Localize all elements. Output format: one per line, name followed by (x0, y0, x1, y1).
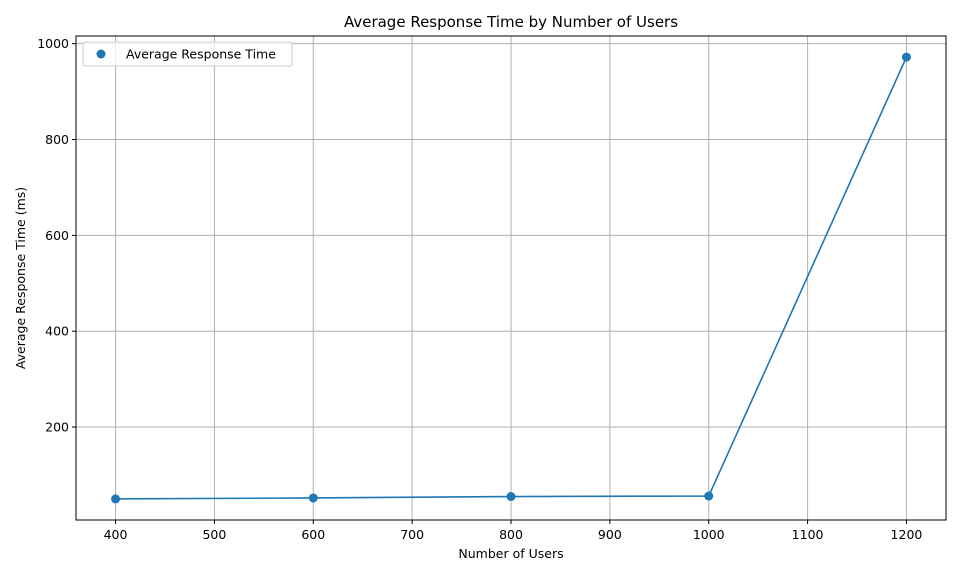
legend-entry-label: Average Response Time (126, 47, 276, 62)
x-tick-label: 1200 (891, 527, 923, 542)
series-layer (111, 52, 911, 504)
x-tick-label: 1100 (792, 527, 824, 542)
y-axis-label: Average Response Time (ms) (13, 187, 28, 369)
data-point (111, 494, 121, 504)
x-tick-label: 1000 (693, 527, 725, 542)
x-tick-label: 700 (400, 527, 424, 542)
y-tick-label: 600 (45, 228, 69, 243)
legend: Average Response Time (82, 41, 293, 67)
x-tick-label: 800 (499, 527, 523, 542)
x-tick-label: 900 (598, 527, 622, 542)
y-tick-label: 1000 (37, 36, 69, 51)
x-tick-label: 600 (301, 527, 325, 542)
y-tick-label: 800 (45, 132, 69, 147)
data-point (308, 493, 318, 503)
chart-title: Average Response Time by Number of Users (344, 13, 678, 31)
x-axis-label: Number of Users (458, 546, 563, 561)
x-axis-ticks: 400 500 600 700 800 900 1000 1100 1200 (104, 520, 923, 542)
plot-frame (75, 35, 947, 521)
legend-box (82, 41, 293, 67)
x-tick-label: 400 (104, 527, 128, 542)
x-tick-label: 500 (202, 527, 226, 542)
legend-marker (96, 49, 106, 59)
y-tick-label: 400 (45, 324, 69, 339)
data-point (506, 492, 516, 502)
grid (76, 36, 946, 520)
data-point (901, 52, 911, 62)
y-tick-label: 200 (45, 420, 69, 435)
y-axis-ticks: 200 400 600 800 1000 (37, 36, 76, 435)
data-point (704, 491, 714, 501)
